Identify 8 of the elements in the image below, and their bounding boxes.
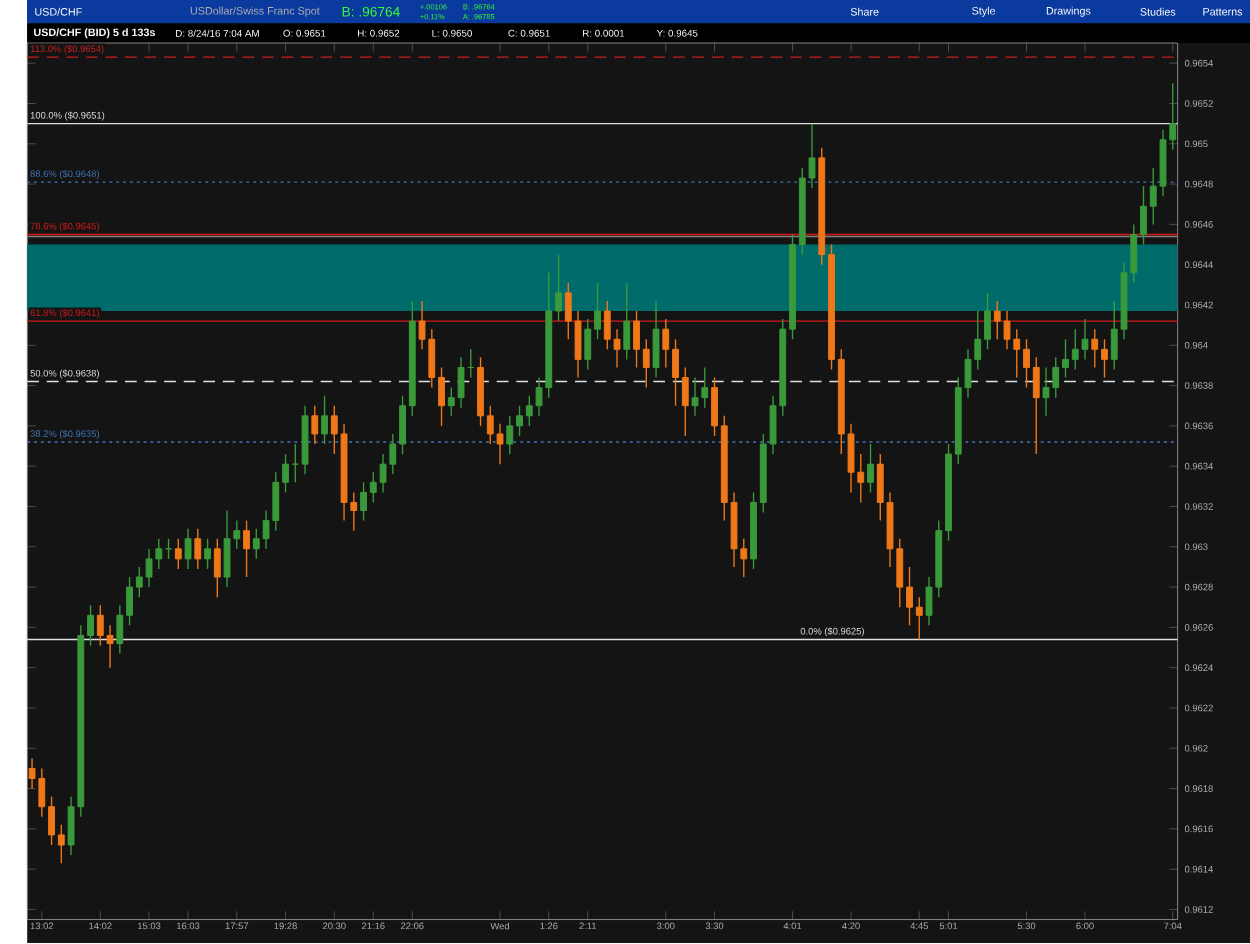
candlestick	[623, 282, 631, 361]
candlestick	[213, 538, 221, 599]
candlestick	[311, 405, 319, 446]
candlestick	[174, 538, 182, 571]
candlestick	[321, 395, 328, 446]
candlestick	[184, 528, 192, 571]
candlestick	[194, 528, 202, 571]
candlestick	[204, 538, 211, 571]
